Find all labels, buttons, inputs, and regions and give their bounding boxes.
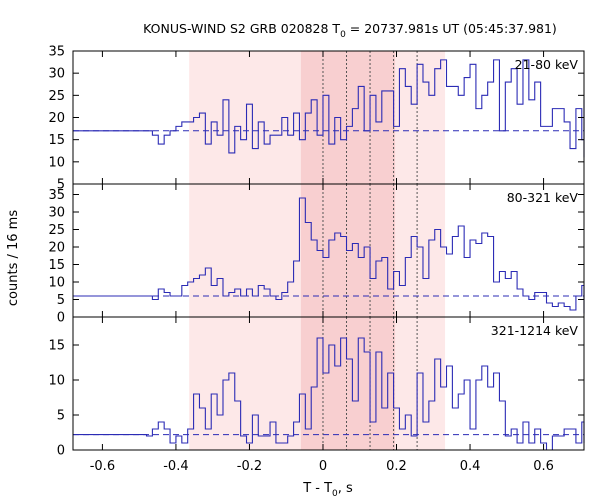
shaded-region-inner bbox=[300, 51, 396, 184]
x-tick-label: -0.2 bbox=[237, 459, 262, 474]
y-tick-label: 15 bbox=[48, 133, 65, 148]
y-tick-label: 15 bbox=[48, 339, 65, 354]
panel-energy-label: 80-321 keV bbox=[507, 190, 579, 205]
y-tick-label: 25 bbox=[48, 89, 65, 104]
panel-3: 0 5 10 15 321-1214 keV bbox=[48, 316, 585, 459]
y-tick-label: 35 bbox=[48, 45, 65, 60]
panel-2: 0 5 10 15 20 25 30 35 80-321 keV bbox=[48, 183, 585, 326]
x-tick-label: 0.6 bbox=[533, 459, 554, 474]
y-tick-label: 10 bbox=[48, 374, 65, 389]
x-tick-label: -0.6 bbox=[90, 459, 115, 474]
lightcurve-series bbox=[73, 197, 585, 314]
y-tick-label: 0 bbox=[57, 311, 65, 326]
panel-energy-label: 321-1214 keV bbox=[491, 323, 579, 338]
lightcurve-series bbox=[73, 337, 585, 451]
panel-frame bbox=[72, 316, 585, 451]
lightcurve-series bbox=[73, 59, 585, 158]
y-tick-label: 30 bbox=[48, 206, 65, 221]
x-tick-label: -0.4 bbox=[163, 459, 188, 474]
shaded-region-inner bbox=[300, 317, 396, 450]
panels-layer: 5 10 15 20 25 30 35 21-80 keV 0 5 10 15 20 25 30 35 80-3… bbox=[48, 45, 585, 474]
x-axis-label: T - T0, s bbox=[302, 481, 353, 499]
chart-title: KONUS-WIND S2 GRB 020828 T0 = 20737.981s… bbox=[143, 21, 557, 40]
y-tick-label: 10 bbox=[48, 276, 65, 291]
x-tick-label: 0.2 bbox=[386, 459, 407, 474]
panel-energy-label: 21-80 keV bbox=[515, 57, 579, 72]
y-tick-label: 35 bbox=[48, 188, 65, 203]
y-tick-label: 25 bbox=[48, 223, 65, 238]
panel-1: 5 10 15 20 25 30 35 21-80 keV bbox=[48, 45, 585, 193]
y-tick-label: 30 bbox=[48, 67, 65, 82]
y-tick-label: 20 bbox=[48, 111, 65, 126]
x-tick-label: 0 bbox=[319, 459, 327, 474]
y-tick-label: 5 bbox=[57, 409, 65, 424]
y-tick-label: 15 bbox=[48, 258, 65, 273]
y-tick-label: 5 bbox=[57, 178, 65, 193]
y-tick-label: 20 bbox=[48, 241, 65, 256]
y-axis-label: counts / 16 ms bbox=[6, 210, 21, 306]
x-tick-label: 0.4 bbox=[460, 459, 481, 474]
y-tick-label: 5 bbox=[57, 293, 65, 308]
y-tick-label: 10 bbox=[48, 155, 65, 170]
y-tick-label: 0 bbox=[57, 444, 65, 459]
